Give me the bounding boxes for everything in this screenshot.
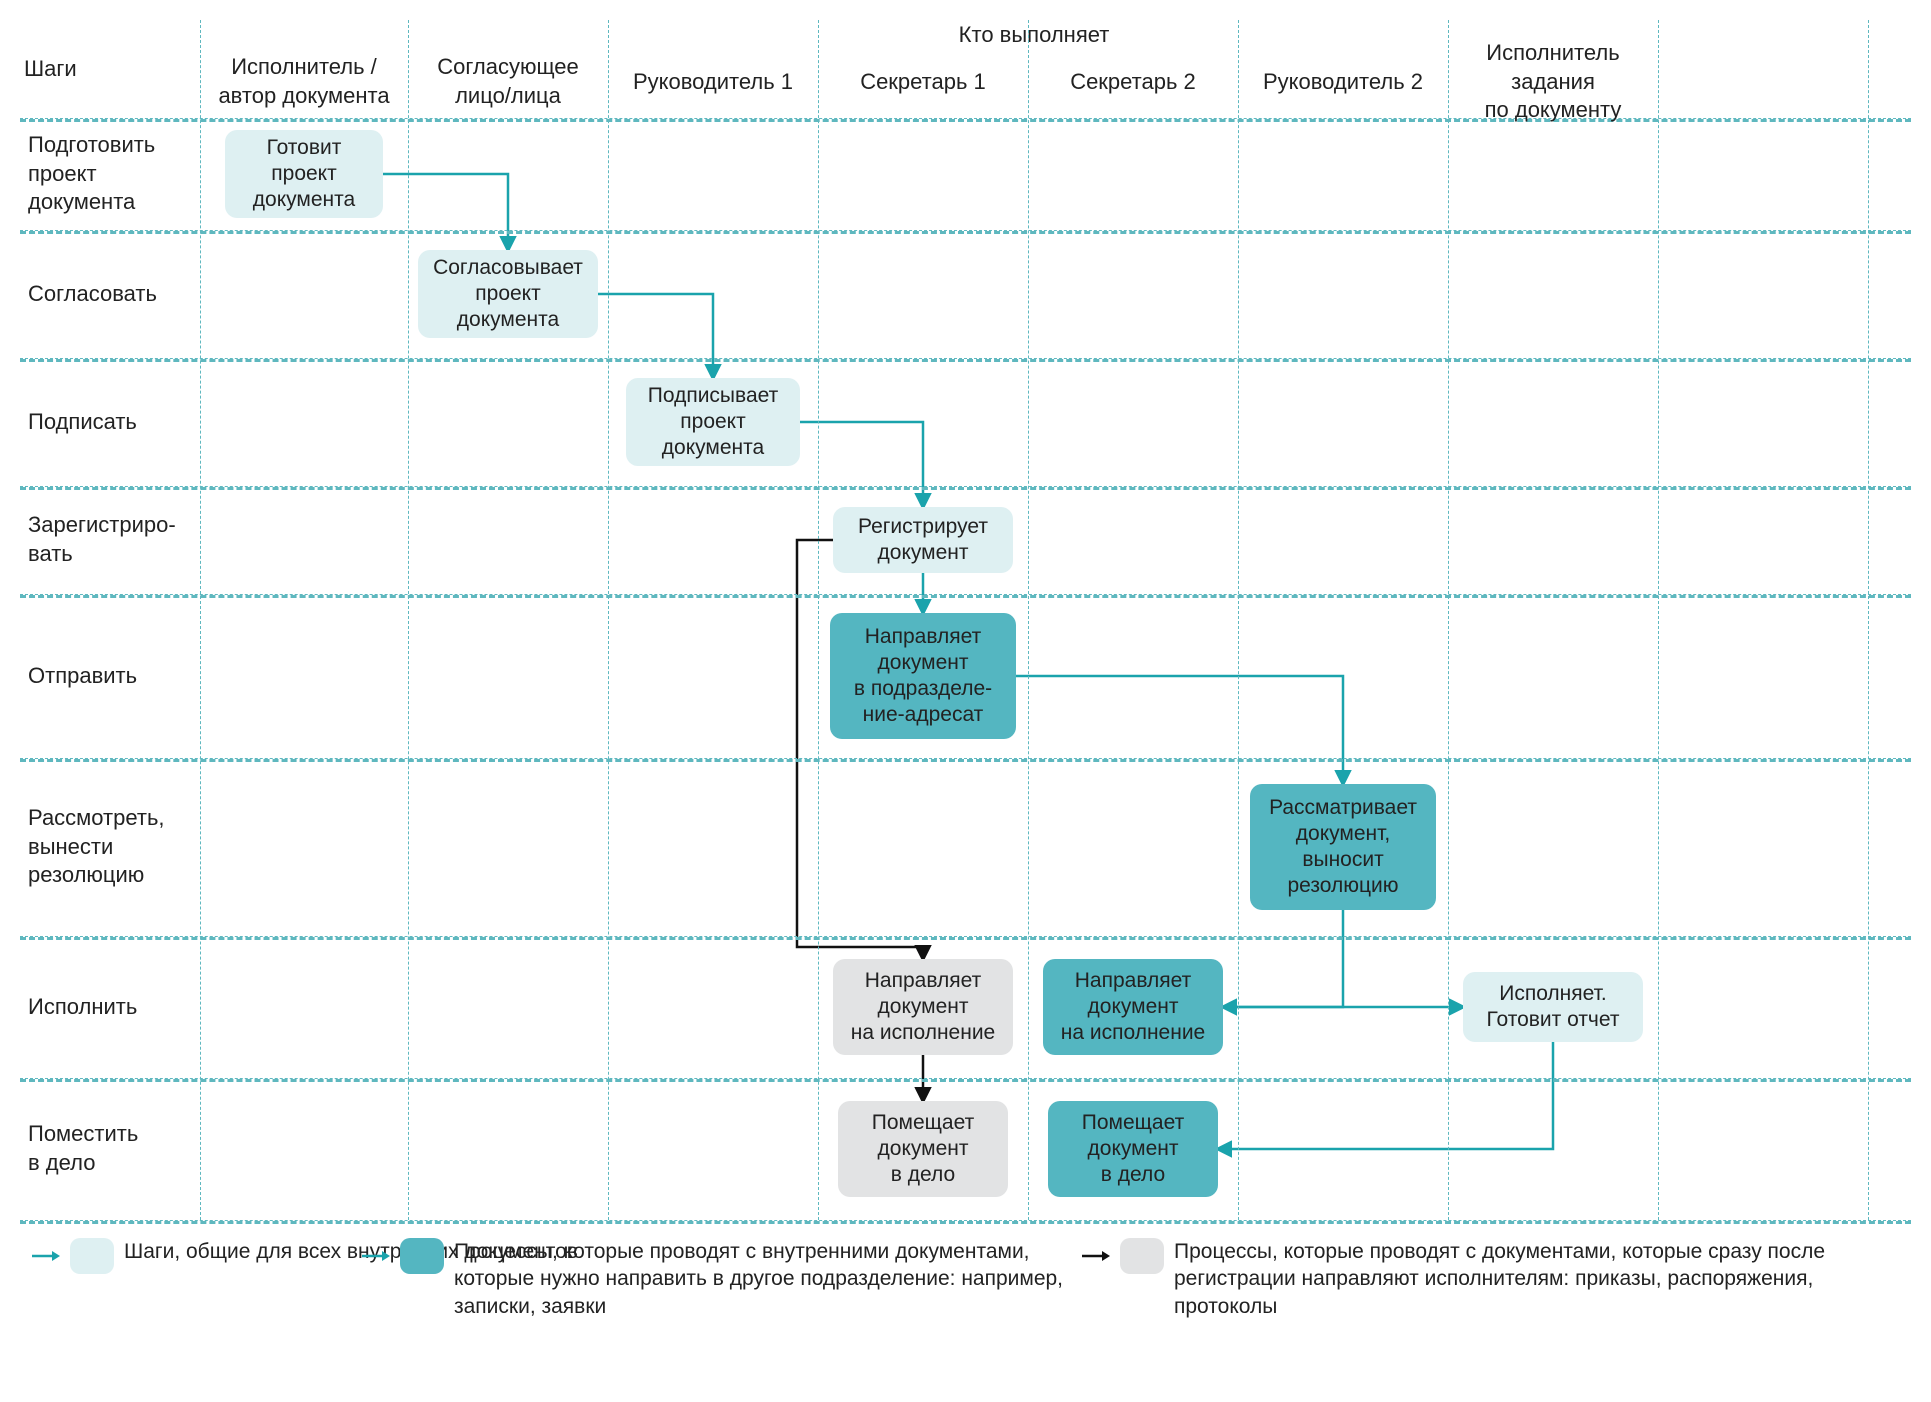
swimlane-diagram: Кто выполняет Шаги Исполнитель / автор д… — [20, 20, 1911, 1382]
legend-arrow-icon — [30, 1238, 60, 1274]
process-box: Согласовывает проект документа — [418, 250, 598, 338]
process-box: Рассматривает документ, выносит резолюци… — [1250, 784, 1436, 910]
row-label: Отправить — [24, 594, 196, 758]
legend-text: Процессы, которые проводят с документами… — [1174, 1238, 1911, 1320]
process-box: Направляет документ на исполнение — [1043, 959, 1223, 1055]
col-header: Секретарь 1 — [818, 46, 1028, 118]
col-header: Руководитель 2 — [1238, 46, 1448, 118]
process-box: Помещает документ в дело — [838, 1101, 1008, 1197]
col-header: Секретарь 2 — [1028, 46, 1238, 118]
col-header: Исполнитель / автор документа — [200, 46, 408, 118]
legend-swatch — [1120, 1238, 1164, 1274]
process-box: Регистрирует документ — [833, 507, 1013, 573]
col-header: Руководитель 1 — [608, 46, 818, 118]
row-label: Зарегистриро-вать — [24, 486, 196, 594]
legend-item: Процессы, которые проводят с внутренними… — [360, 1238, 1074, 1320]
row-label: Согласовать — [24, 230, 196, 358]
row-label: Подготовить проект документа — [24, 118, 196, 230]
legend-arrow-icon — [1080, 1238, 1110, 1274]
legend-text: Процессы, которые проводят с внутренними… — [454, 1238, 1074, 1320]
row-label: Рассмотреть, вынести резолюцию — [24, 758, 196, 936]
legend-swatch — [70, 1238, 114, 1274]
process-box: Подписывает проект документа — [626, 378, 800, 466]
row-label: Поместить в дело — [24, 1078, 196, 1220]
col-header: Исполнитель задания по документу — [1448, 46, 1658, 118]
row-label: Подписать — [24, 358, 196, 486]
row-label: Исполнить — [24, 936, 196, 1078]
legend-arrow-icon — [360, 1238, 390, 1274]
legend-swatch — [400, 1238, 444, 1274]
process-box: Помещает документ в дело — [1048, 1101, 1218, 1197]
col-header-steps: Шаги — [24, 20, 196, 118]
legend-item: Процессы, которые проводят с документами… — [1080, 1238, 1911, 1320]
process-box: Направляет документ на исполнение — [833, 959, 1013, 1055]
process-box: Исполняет. Готовит отчет — [1463, 972, 1643, 1042]
process-box: Направляет документ в подразделе-ние-адр… — [830, 613, 1016, 739]
process-box: Готовит проект документа — [225, 130, 383, 218]
col-header: Согласующее лицо/лица — [408, 46, 608, 118]
